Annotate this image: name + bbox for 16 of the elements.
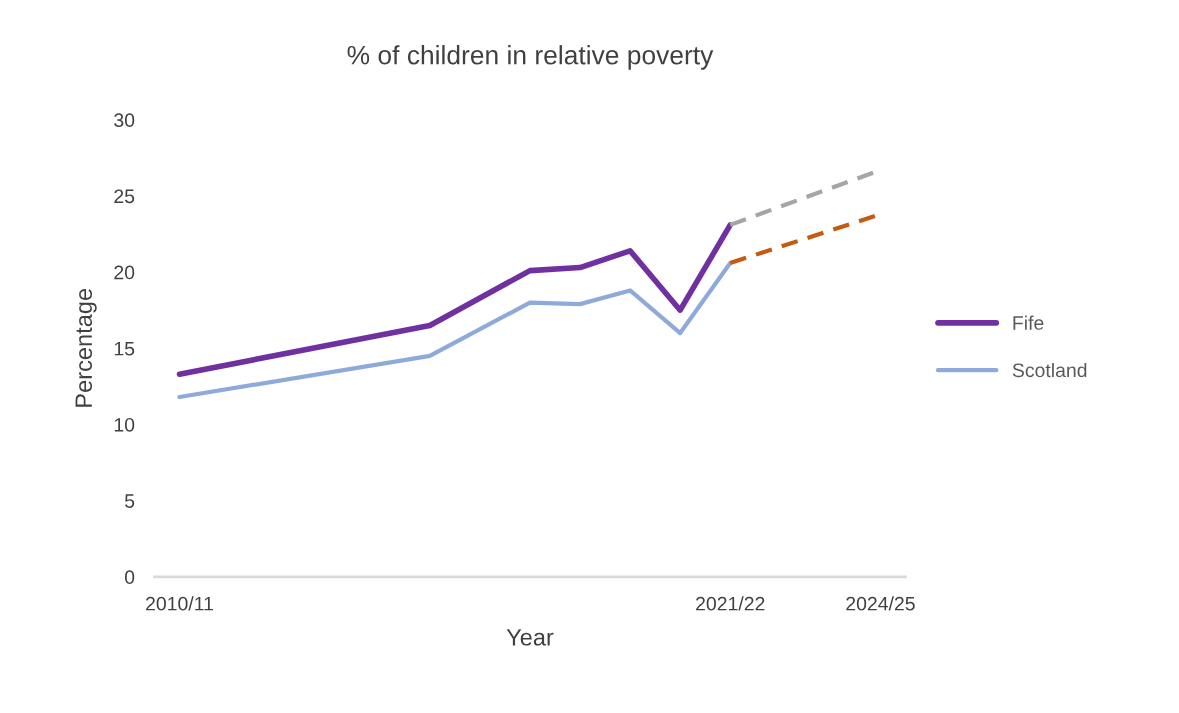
legend-label: Fife	[1013, 315, 1044, 330]
y-tick-label: 10	[114, 417, 135, 432]
y-tick-label: 15	[114, 341, 135, 356]
y-tick-label: 20	[114, 265, 135, 280]
chart-title: % of children in relative poverty	[347, 45, 714, 70]
x-tick-label: 2024/25	[846, 596, 915, 611]
y-tick-label: 30	[114, 113, 135, 128]
y-axis-title: Percentage	[75, 288, 97, 407]
y-tick-label: 5	[124, 494, 135, 508]
y-tick-label: 0	[124, 570, 135, 585]
x-tick-label: 2021/22	[696, 596, 765, 611]
line-series	[177, 260, 733, 400]
x-axis-title: Year	[506, 629, 554, 646]
x-tick-label: 2010/11	[146, 596, 213, 611]
legend-label: Scotland	[1012, 362, 1087, 378]
y-tick-label: 25	[114, 189, 135, 204]
